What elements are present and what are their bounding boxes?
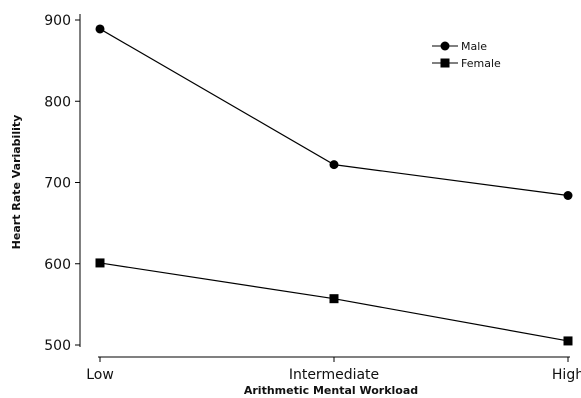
female-data-point: [563, 336, 573, 346]
male-series-line: [99, 28, 569, 197]
axes: 500 600 700 800 900 Low Intermediate High: [44, 13, 581, 383]
female-legend-marker: [440, 58, 450, 68]
male-legend-marker: [440, 41, 450, 51]
y-axis-title: Heart Rate Variability: [10, 115, 23, 250]
male-data-point: [329, 160, 339, 170]
y-tick-label: 700: [44, 176, 71, 192]
y-tick-label: 800: [44, 94, 71, 110]
female-data-point: [329, 294, 339, 304]
female-legend-label: Female: [461, 57, 501, 70]
female-data-point: [95, 258, 105, 268]
y-tick-label: 600: [44, 257, 71, 273]
x-axis-title: Arithmetic Mental Workload: [244, 384, 418, 397]
legend: Male Female: [432, 40, 501, 70]
y-tick-label: 500: [44, 338, 71, 354]
male-legend-label: Male: [461, 40, 487, 53]
male-data-point: [563, 191, 573, 200]
x-tick-label: Low: [86, 367, 114, 383]
series-layer: [95, 24, 573, 346]
male-data-point: [95, 24, 105, 34]
x-tick-label: Intermediate: [289, 367, 379, 383]
y-tick-label: 900: [44, 13, 71, 29]
x-tick-label: High: [552, 367, 581, 383]
